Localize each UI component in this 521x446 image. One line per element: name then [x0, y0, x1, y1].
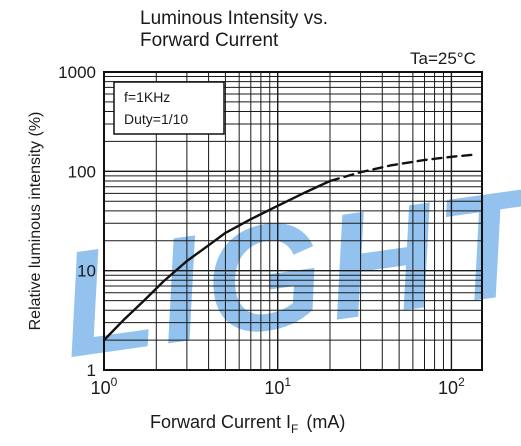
- x-axis-label: Forward Current IF (mA): [150, 412, 345, 436]
- y-tick-label-0: 1: [87, 361, 96, 380]
- series-layer: [102, 153, 478, 342]
- series-line-0-solid: [102, 179, 332, 342]
- legend-line-1: Duty=1/10: [124, 111, 188, 127]
- x-tick-label-1: 101: [264, 375, 291, 398]
- chart-title-line-1: Forward Current: [140, 30, 279, 51]
- legend-line-0: f=1KHz: [124, 89, 170, 105]
- condition-label: Ta=25°C: [410, 49, 476, 68]
- watermark: LIGHT: [50, 155, 521, 389]
- chart-title-line-0: Luminous Intensity vs.: [140, 8, 328, 29]
- series-line-1-dashed: [328, 153, 478, 183]
- y-tick-label-3: 1000: [58, 63, 96, 82]
- y-tick-label-1: 10: [77, 262, 96, 281]
- y-tick-label-2: 100: [68, 162, 96, 181]
- x-tick-label-0: 100: [91, 375, 118, 398]
- x-tick-label-2: 102: [438, 375, 465, 398]
- plot-frame: [103, 71, 483, 371]
- legend-box: [113, 81, 225, 135]
- y-axis-label: Relative luminous intensity (%): [27, 112, 44, 331]
- watermark-text: LIGHT: [50, 155, 521, 389]
- plot-border: [103, 71, 483, 371]
